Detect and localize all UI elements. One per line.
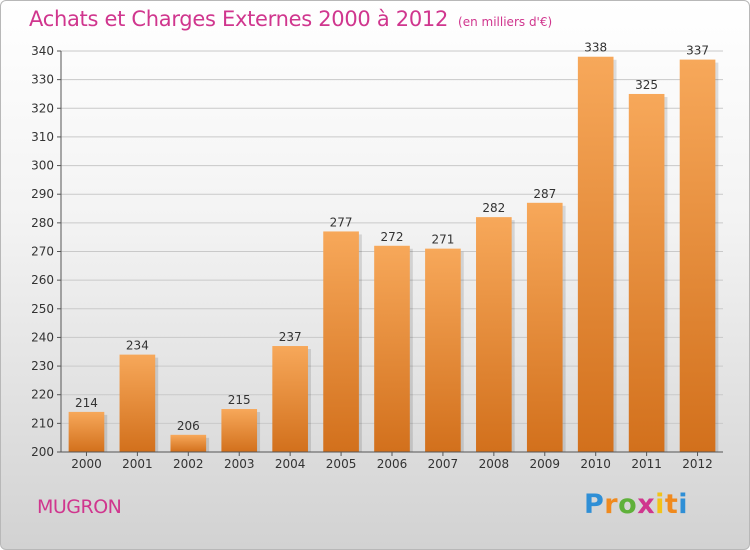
bar bbox=[170, 434, 207, 452]
y-tick-label: 250 bbox=[31, 302, 54, 316]
bar bbox=[272, 346, 308, 452]
x-tick-label: 2002 bbox=[173, 457, 204, 471]
bars bbox=[68, 56, 716, 452]
y-tick-label: 300 bbox=[31, 159, 54, 173]
x-tick-label: 2012 bbox=[682, 457, 713, 471]
y-tick-label: 310 bbox=[31, 130, 54, 144]
bar bbox=[68, 411, 105, 452]
bar bbox=[476, 217, 512, 452]
x-tick-label: 2007 bbox=[428, 457, 459, 471]
x-tick-label: 2010 bbox=[580, 457, 611, 471]
chart-title: Achats et Charges Externes 2000 à 2012 (e… bbox=[29, 7, 552, 31]
x-tick-label: 2008 bbox=[479, 457, 510, 471]
data-label: 287 bbox=[533, 187, 556, 201]
data-label: 337 bbox=[686, 44, 709, 58]
y-tick-label: 280 bbox=[31, 216, 54, 230]
x-tick-label: 2009 bbox=[529, 457, 560, 471]
y-tick-label: 290 bbox=[31, 187, 54, 201]
data-label: 234 bbox=[126, 339, 149, 353]
y-tick-label: 200 bbox=[31, 445, 54, 459]
bar bbox=[119, 354, 156, 452]
x-tick-label: 2004 bbox=[275, 457, 306, 471]
data-label: 206 bbox=[177, 419, 200, 433]
brand-letter: P bbox=[584, 489, 605, 520]
brand-letter: x bbox=[637, 489, 656, 520]
bar bbox=[221, 409, 258, 452]
data-label: 237 bbox=[279, 330, 302, 344]
y-tick-label: 210 bbox=[31, 416, 54, 430]
y-tick-label: 340 bbox=[31, 44, 54, 58]
y-tick-label: 230 bbox=[31, 359, 54, 373]
bar bbox=[425, 248, 461, 452]
bar bbox=[628, 93, 665, 452]
data-label: 282 bbox=[482, 201, 505, 215]
data-label: 277 bbox=[330, 215, 353, 229]
brand-letter: r bbox=[604, 489, 619, 520]
x-tick-label: 2006 bbox=[377, 457, 408, 471]
brand-letter: i bbox=[678, 489, 689, 520]
x-axis: 2000 2001 2002 2003 2004 2005 2006 2007 2008 2009… bbox=[61, 451, 723, 471]
commune-name: MUGRON bbox=[37, 496, 122, 518]
brand-letter: t bbox=[664, 489, 679, 520]
brand-letter: i bbox=[655, 489, 665, 520]
data-label: 214 bbox=[75, 396, 98, 410]
proxiti-logo: Proxiti bbox=[584, 489, 688, 520]
data-labels: 214 234 206 215 237 277 272 271 282 287 338 325 337 bbox=[75, 41, 709, 433]
chart-title-text: Achats et Charges Externes 2000 à 2012 bbox=[29, 7, 449, 31]
x-tick-label: 2005 bbox=[326, 457, 357, 471]
brand-letter: o bbox=[618, 489, 638, 520]
x-tick-label: 2011 bbox=[631, 457, 662, 471]
y-tick-label: 240 bbox=[31, 330, 54, 344]
bar bbox=[323, 231, 359, 452]
bar bbox=[374, 245, 410, 452]
data-label: 325 bbox=[635, 78, 658, 92]
y-tick-label: 330 bbox=[31, 73, 54, 87]
data-label: 271 bbox=[431, 233, 454, 247]
y-tick-label: 320 bbox=[31, 101, 54, 115]
x-tick-label: 2001 bbox=[122, 457, 153, 471]
x-tick-label: 2000 bbox=[71, 457, 102, 471]
data-label: 215 bbox=[228, 393, 251, 407]
y-tick-label: 220 bbox=[31, 388, 54, 402]
bar bbox=[526, 202, 563, 452]
data-label: 338 bbox=[584, 41, 607, 55]
x-tick-label: 2003 bbox=[224, 457, 255, 471]
chart-unit: (en milliers d'€) bbox=[458, 15, 553, 29]
y-axis: 200 210 220 230 240 250 260 270 280 290 300 310 320 3… bbox=[31, 44, 62, 459]
bar bbox=[679, 59, 716, 452]
bar bbox=[577, 56, 614, 452]
data-label: 272 bbox=[381, 230, 404, 244]
y-tick-label: 260 bbox=[31, 273, 54, 287]
y-tick-label: 270 bbox=[31, 245, 54, 259]
